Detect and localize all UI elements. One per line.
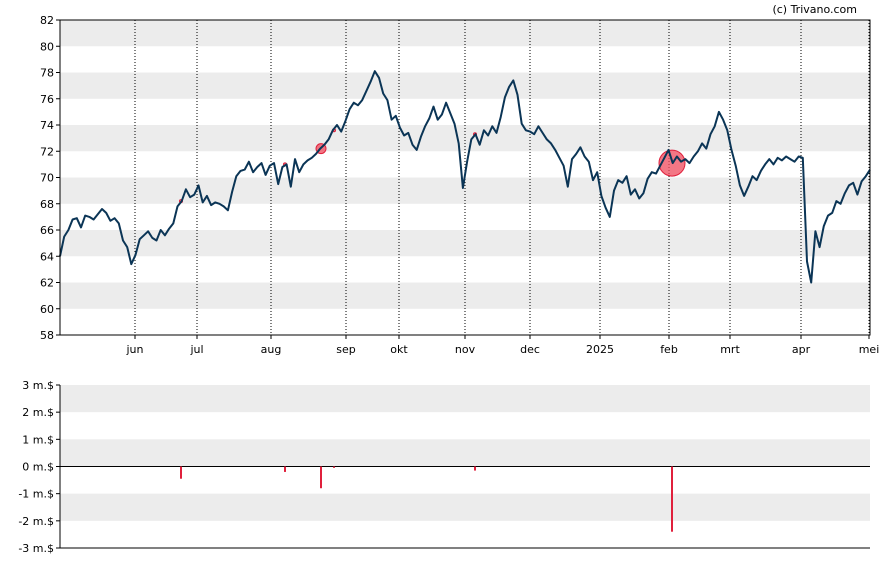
transaction-bars [180,466,673,532]
y-tick-label: 70 [40,172,54,185]
volume-tick-label: -3 m.$ [18,542,54,555]
y-tick-label: 62 [40,277,54,290]
month-tick-labels: jun jul aug sep okt nov dec 2025 feb mrt apr mei [126,335,880,356]
x-tick-label: aug [261,343,282,356]
price-line-group [59,70,871,284]
volume-tick-label: 3 m.$ [22,379,54,392]
volume-band [60,385,870,413]
volume-band [60,439,870,467]
x-tick-label: nov [455,343,476,356]
price-band [60,282,870,309]
x-tick-label: sep [336,343,355,356]
volume-tick-label: 1 m.$ [22,433,54,446]
price-y-tick-labels: 58 60 62 64 66 68 70 72 74 76 78 80 82 [40,14,60,342]
volume-tick-label: 2 m.$ [22,406,54,419]
volume-chart-bands [60,385,870,521]
x-tick-label: mei [859,343,880,356]
y-tick-label: 76 [40,93,54,106]
x-tick-label: jun [126,343,144,356]
y-tick-label: 78 [40,67,54,80]
volume-band [60,493,870,521]
x-tick-label: dec [520,343,540,356]
volume-y-tick-labels: 3 m.$ 2 m.$ 1 m.$ 0 m.$ -1 m.$ -2 m.$ -3 m.$ [18,379,60,555]
x-tick-label: 2025 [586,343,614,356]
y-tick-label: 60 [40,303,54,316]
y-tick-label: 64 [40,250,54,263]
x-tick-label: feb [660,343,678,356]
y-tick-label: 82 [40,14,54,27]
y-tick-label: 72 [40,145,54,158]
y-tick-label: 66 [40,224,54,237]
y-tick-label: 74 [40,119,54,132]
x-tick-label: jul [189,343,203,356]
x-tick-label: mrt [720,343,740,356]
y-tick-label: 58 [40,329,54,342]
y-tick-label: 68 [40,198,54,211]
credit-text: (c) Trivano.com [772,3,857,16]
x-tick-label: apr [792,343,811,356]
price-line [59,70,871,284]
price-band [60,72,870,99]
price-chart-bands [60,20,870,309]
price-band [60,177,870,204]
y-tick-label: 80 [40,40,54,53]
volume-tick-label: -2 m.$ [18,515,54,528]
volume-tick-label: -1 m.$ [18,488,54,501]
x-tick-label: okt [390,343,408,356]
volume-tick-label: 0 m.$ [22,461,54,474]
